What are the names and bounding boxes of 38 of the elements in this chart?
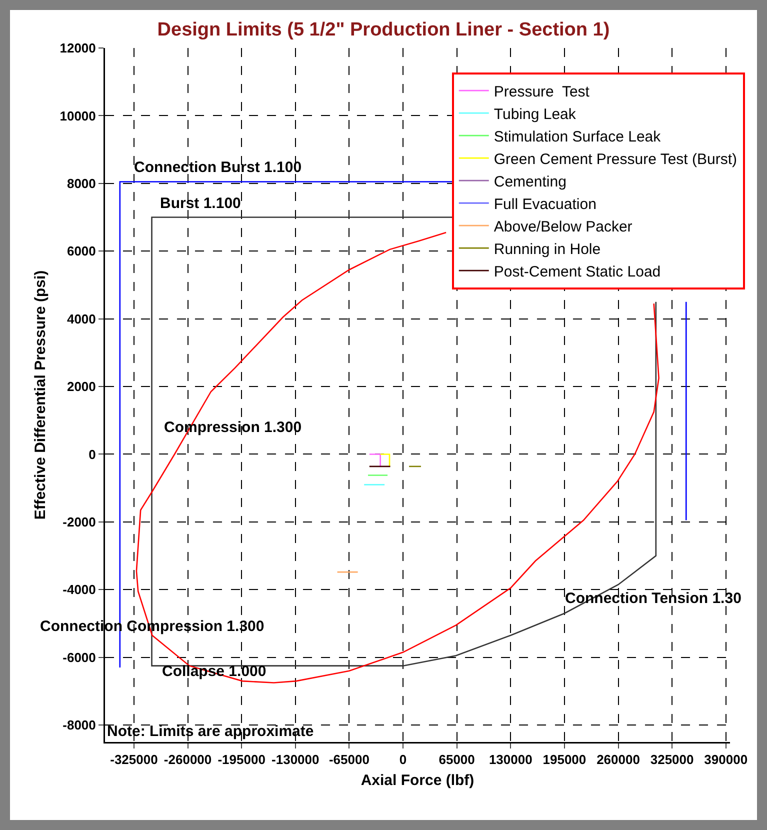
- x-tick-label: -195000: [218, 752, 266, 768]
- legend-label: Above/Below Packer: [494, 218, 632, 236]
- x-tick-label: 195000: [542, 752, 586, 768]
- legend-label: Tubing Leak: [494, 106, 576, 123]
- y-axis-title: Effective Differential Pressure (psi): [32, 270, 50, 520]
- x-tick-label: 130000: [488, 752, 532, 768]
- legend-label: Stimulation Surface Leak: [494, 128, 662, 146]
- legend-label: Running in Hole: [494, 240, 601, 258]
- y-tick-label: 10000: [60, 108, 96, 124]
- legend-label: Green Cement Pressure Test (Burst): [494, 150, 738, 168]
- y-tick-label: 8000: [66, 176, 96, 191]
- y-tick-label: 0: [88, 446, 96, 462]
- x-tick-label: 65000: [438, 752, 475, 768]
- x-tick-label: -260000: [164, 752, 212, 768]
- x-tick-label: 325000: [650, 752, 694, 768]
- x-axis-title: Axial Force (lbf): [360, 772, 474, 789]
- y-tick-label: -4000: [62, 582, 96, 598]
- legend-label: Pressure Test: [494, 83, 590, 100]
- legend-label: Cementing: [494, 173, 566, 190]
- y-tick-label: 2000: [66, 379, 96, 394]
- x-tick-label: -65000: [328, 752, 370, 768]
- y-tick-label: -6000: [62, 650, 96, 665]
- chart-title: Design Limits (5 1/2" Production Liner - Section 1): [157, 19, 610, 40]
- x-tick-label: 0: [399, 752, 407, 768]
- x-tick-label: -130000: [272, 752, 320, 768]
- legend-label: Full Evacuation: [494, 196, 596, 213]
- x-tick-label: 260000: [596, 752, 640, 768]
- y-tick-label: 12000: [60, 40, 96, 56]
- y-tick-label: -8000: [62, 718, 96, 733]
- x-tick-label: 390000: [704, 752, 748, 768]
- legend-label: Post-Cement Static Load: [494, 263, 661, 280]
- annotation: Note: Limits are approximate: [107, 723, 314, 740]
- y-tick-label: -2000: [62, 514, 96, 530]
- annotation: Connection Burst 1.100: [134, 159, 302, 176]
- y-tick-label: 4000: [66, 311, 96, 326]
- annotation: Burst 1.100: [160, 195, 241, 212]
- x-tick-label: -325000: [110, 752, 158, 768]
- y-tick-label: 6000: [66, 244, 96, 259]
